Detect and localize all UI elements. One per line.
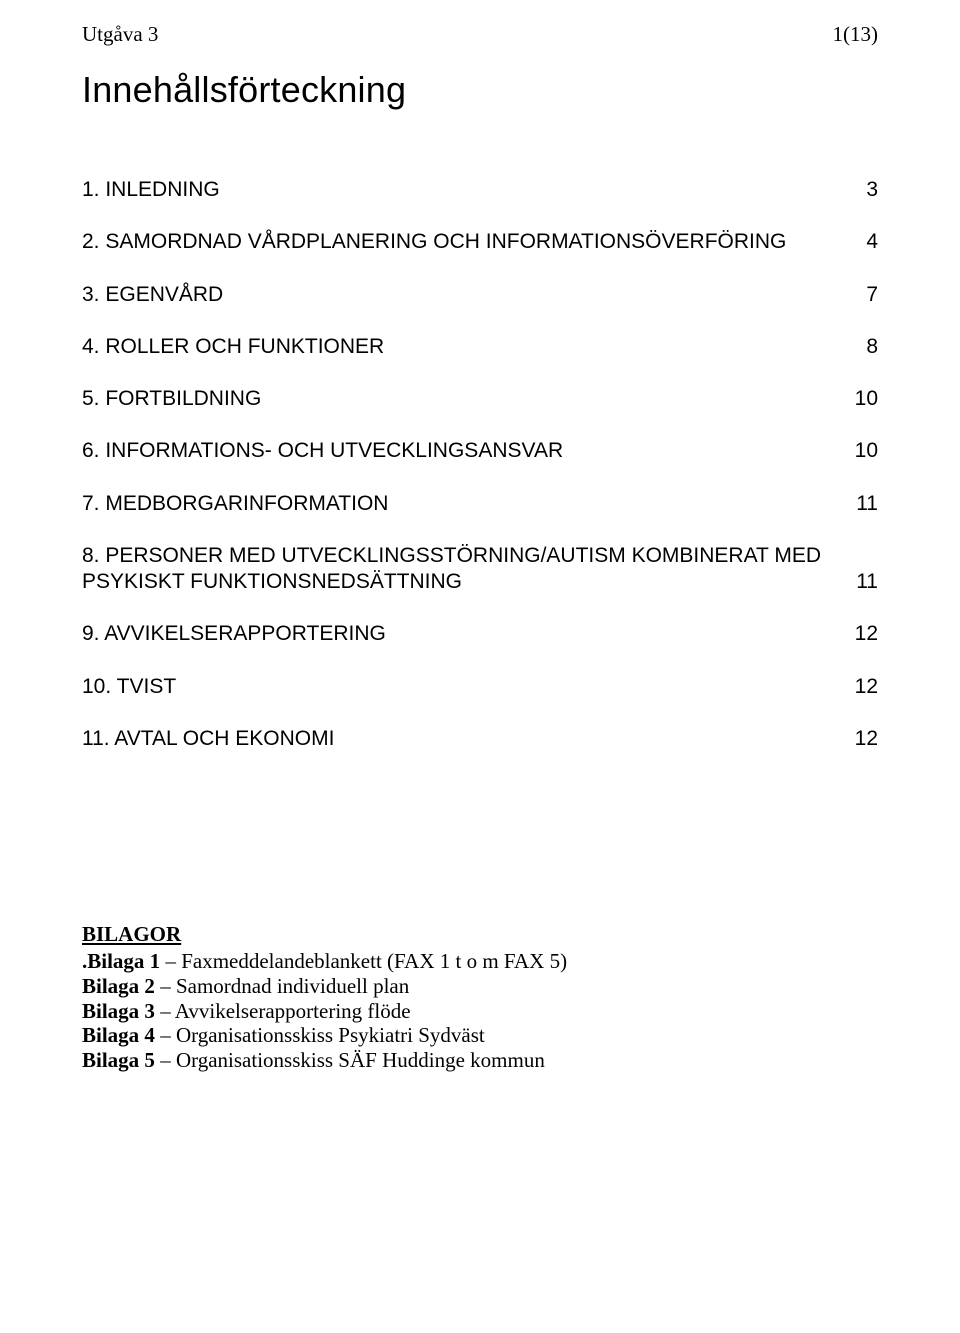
toc-row: 6. INFORMATIONS- OCH UTVECKLINGSANSVAR 1… [82, 438, 878, 464]
toc-page-number: 12 [855, 621, 878, 647]
toc-label: 4. ROLLER OCH FUNKTIONER [82, 334, 866, 360]
document-page: Utgåva 3 1(13) Innehållsförteckning 1. I… [0, 0, 960, 1333]
toc-row-continuation: PSYKISKT FUNKTIONSNEDSÄTTNING 11 [82, 569, 878, 595]
toc-row: 10. TVIST 12 [82, 674, 878, 700]
table-of-contents: 1. INLEDNING 3 2. SAMORDNAD VÅRDPLANERIN… [82, 177, 878, 752]
toc-label: 6. INFORMATIONS- OCH UTVECKLINGSANSVAR [82, 438, 855, 464]
toc-page-number: 7 [866, 282, 878, 308]
toc-row: 11. AVTAL OCH EKONOMI 12 [82, 726, 878, 752]
toc-label: 7. MEDBORGARINFORMATION [82, 491, 856, 517]
toc-page-number: 12 [855, 726, 878, 752]
toc-page-number: 8 [866, 334, 878, 360]
page-title: Innehållsförteckning [82, 69, 878, 111]
appendix-item: Bilaga 5 – Organisationsskiss SÄF Huddin… [82, 1048, 878, 1073]
appendix-label: Bilaga 5 [82, 1048, 155, 1072]
toc-label: PSYKISKT FUNKTIONSNEDSÄTTNING [82, 569, 856, 595]
toc-row: 5. FORTBILDNING 10 [82, 386, 878, 412]
appendix-item: Bilaga 2 – Samordnad individuell plan [82, 974, 878, 999]
toc-row: 7. MEDBORGARINFORMATION 11 [82, 491, 878, 517]
toc-row: 1. INLEDNING 3 [82, 177, 878, 203]
toc-row: 3. EGENVÅRD 7 [82, 282, 878, 308]
toc-page-number: 12 [855, 674, 878, 700]
appendix-desc: – Faxmeddelandeblankett (FAX 1 t o m FAX… [160, 949, 567, 973]
appendix-label: Bilaga 2 [82, 974, 155, 998]
toc-row: 9. AVVIKELSERAPPORTERING 12 [82, 621, 878, 647]
toc-page-number: 10 [855, 386, 878, 412]
appendix-item: Bilaga 3 – Avvikelserapportering flöde [82, 999, 878, 1024]
appendix-item: Bilaga 4 – Organisationsskiss Psykiatri … [82, 1023, 878, 1048]
appendix-label: Bilaga 4 [82, 1023, 155, 1047]
toc-label: 1. INLEDNING [82, 177, 866, 203]
appendix-desc: – Organisationsskiss SÄF Huddinge kommun [155, 1048, 545, 1072]
appendix-desc: – Avvikelserapportering flöde [155, 999, 411, 1023]
toc-label: 9. AVVIKELSERAPPORTERING [82, 621, 855, 647]
toc-label: 8. PERSONER MED UTVECKLINGSSTÖRNING/AUTI… [82, 543, 878, 569]
appendix-heading: BILAGOR [82, 922, 878, 947]
header-left: Utgåva 3 [82, 22, 158, 47]
appendix-label: Bilaga 3 [82, 999, 155, 1023]
toc-label: 5. FORTBILDNING [82, 386, 855, 412]
appendix-desc: – Samordnad individuell plan [155, 974, 409, 998]
toc-page-number: 3 [866, 177, 878, 203]
toc-page-number: 10 [855, 438, 878, 464]
appendix-item: .Bilaga 1 – Faxmeddelandeblankett (FAX 1… [82, 949, 878, 974]
toc-label: 2. SAMORDNAD VÅRDPLANERING OCH INFORMATI… [82, 229, 866, 255]
toc-row: 2. SAMORDNAD VÅRDPLANERING OCH INFORMATI… [82, 229, 878, 255]
header-right: 1(13) [833, 22, 879, 47]
toc-row: 4. ROLLER OCH FUNKTIONER 8 [82, 334, 878, 360]
toc-row: 8. PERSONER MED UTVECKLINGSSTÖRNING/AUTI… [82, 543, 878, 569]
toc-page-number: 11 [856, 491, 878, 517]
page-header: Utgåva 3 1(13) [82, 22, 878, 47]
appendix-desc: – Organisationsskiss Psykiatri Sydväst [155, 1023, 485, 1047]
toc-label: 11. AVTAL OCH EKONOMI [82, 726, 855, 752]
appendix-label: .Bilaga 1 [82, 949, 160, 973]
toc-label: 10. TVIST [82, 674, 855, 700]
toc-label: 3. EGENVÅRD [82, 282, 866, 308]
toc-page-number: 4 [866, 229, 878, 255]
toc-page-number: 11 [856, 569, 878, 595]
appendix-list: .Bilaga 1 – Faxmeddelandeblankett (FAX 1… [82, 949, 878, 1073]
